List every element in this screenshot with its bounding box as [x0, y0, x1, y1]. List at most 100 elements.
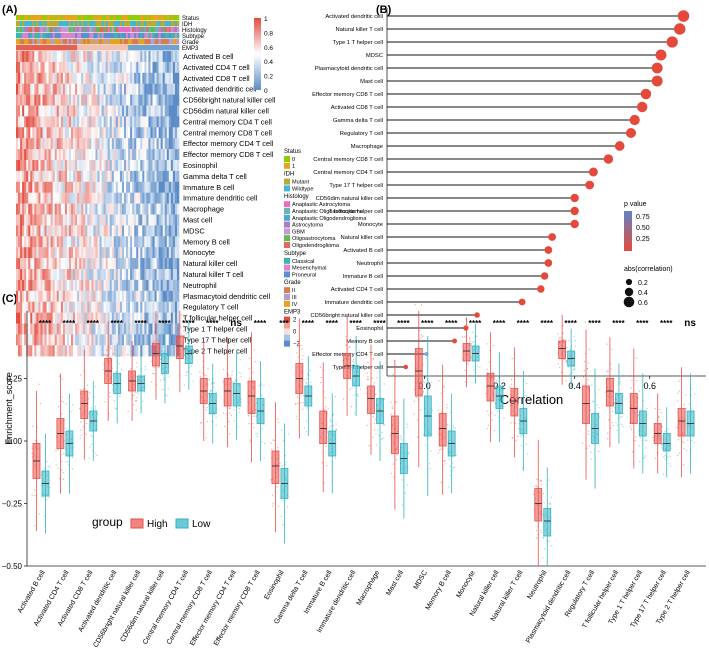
heatmap-cell	[99, 72, 102, 84]
heatmap-cell	[22, 258, 25, 270]
heatmap-cell	[40, 94, 43, 106]
heatmap-cell	[164, 312, 168, 324]
heatmap-cell	[97, 94, 100, 106]
heatmap-cell	[44, 83, 47, 95]
heatmap-cell	[85, 345, 88, 357]
heatmap-cell	[75, 323, 78, 335]
heatmap-cell	[81, 51, 84, 63]
heatmap-cell	[52, 181, 56, 193]
significance-label: ****	[493, 319, 506, 328]
jitter-point	[540, 480, 543, 482]
heatmap-cell	[113, 61, 117, 73]
jitter-point	[607, 432, 609, 434]
jitter-point	[137, 393, 140, 395]
annotation-cell	[156, 27, 159, 33]
heatmap-cell	[107, 236, 111, 248]
heatmap-cell	[113, 72, 117, 84]
heatmap-cell	[36, 105, 39, 117]
annotation-cell	[113, 27, 117, 33]
heatmap-cell	[170, 149, 174, 161]
heatmap-cell	[42, 225, 45, 237]
heatmap-cell	[109, 51, 113, 63]
heatmap-cell	[105, 160, 108, 172]
jitter-point	[249, 439, 252, 441]
heatmap-cell	[30, 247, 33, 259]
annotation-cell	[24, 21, 27, 27]
jitter-point	[372, 416, 375, 418]
heatmap-cell	[60, 225, 64, 237]
jitter-point	[180, 314, 183, 316]
heatmap-cell	[64, 138, 68, 150]
heatmap-cell	[16, 181, 19, 193]
heatmap-cell	[77, 105, 80, 117]
size-legend-point	[625, 278, 633, 286]
heatmap-cell	[75, 170, 78, 182]
jitter-point	[503, 388, 505, 391]
annotation-cell	[117, 33, 121, 39]
heatmap-cell	[99, 334, 102, 346]
annotation-cell	[158, 15, 161, 21]
heatmap-cell	[32, 170, 35, 182]
heatmap-cell	[117, 116, 121, 128]
heatmap-cell	[148, 160, 151, 172]
jitter-point	[548, 540, 550, 542]
heatmap-cell	[166, 138, 170, 150]
jitter-point	[497, 416, 499, 418]
heatmap-cell	[38, 149, 41, 161]
jitter-point	[248, 357, 251, 360]
heatmap-cell	[154, 225, 157, 237]
heatmap-cell	[26, 236, 29, 248]
heatmap-cell	[20, 345, 23, 357]
heatmap-cell	[77, 83, 80, 95]
annotation-cell	[132, 39, 135, 45]
heatmap-cell	[152, 312, 155, 324]
heatmap-cell	[89, 236, 92, 248]
heatmap-cell	[150, 72, 153, 84]
annotation-cell	[60, 15, 64, 21]
heatmap-cell	[113, 116, 117, 128]
annotation-cell	[36, 45, 39, 51]
heatmap-cell	[109, 269, 113, 281]
heatmap-cell	[16, 203, 19, 215]
heatmap-cell	[54, 181, 58, 193]
heatmap-cell	[150, 247, 153, 259]
heatmap-cell	[109, 323, 113, 335]
heatmap-cell	[138, 51, 141, 63]
heatmap-cell	[95, 247, 98, 259]
heatmap-cell	[28, 203, 31, 215]
heatmap-cell	[26, 105, 29, 117]
legend-item-label: Oligodendroglioma	[292, 243, 340, 249]
jitter-point	[190, 365, 192, 368]
heatmap-cell	[134, 301, 137, 313]
jitter-point	[685, 435, 687, 437]
annotation-cell	[130, 33, 133, 39]
heatmap-cell	[54, 290, 58, 302]
heatmap-cell	[132, 301, 135, 313]
legend-swatch	[284, 300, 290, 307]
heatmap-cell	[50, 127, 53, 139]
heatmap-cell	[58, 138, 62, 150]
heatmap-cell	[109, 214, 113, 226]
heatmap-cell	[66, 116, 70, 128]
legend-label-low: Low	[192, 519, 211, 530]
heatmap-cell	[126, 170, 129, 182]
heatmap-cell	[166, 83, 170, 95]
heatmap-cell	[97, 323, 100, 335]
heatmap-row-label: Neutrophil	[183, 281, 217, 290]
heatmap-cell	[20, 83, 23, 95]
annotation-cell	[132, 21, 135, 27]
heatmap-cell	[111, 181, 115, 193]
jitter-point	[396, 454, 398, 456]
jitter-point	[383, 437, 385, 439]
jitter-point	[60, 413, 63, 415]
heatmap-cell	[134, 323, 137, 335]
heatmap-cell	[156, 170, 159, 182]
heatmap-cell	[152, 203, 155, 215]
heatmap-cell	[83, 116, 86, 128]
heatmap-cell	[83, 192, 86, 204]
heatmap-cell	[172, 83, 176, 95]
annotation-cell	[26, 45, 29, 51]
heatmap-cell	[107, 225, 111, 237]
heatmap-cell	[138, 258, 141, 270]
heatmap-cell	[164, 345, 168, 357]
